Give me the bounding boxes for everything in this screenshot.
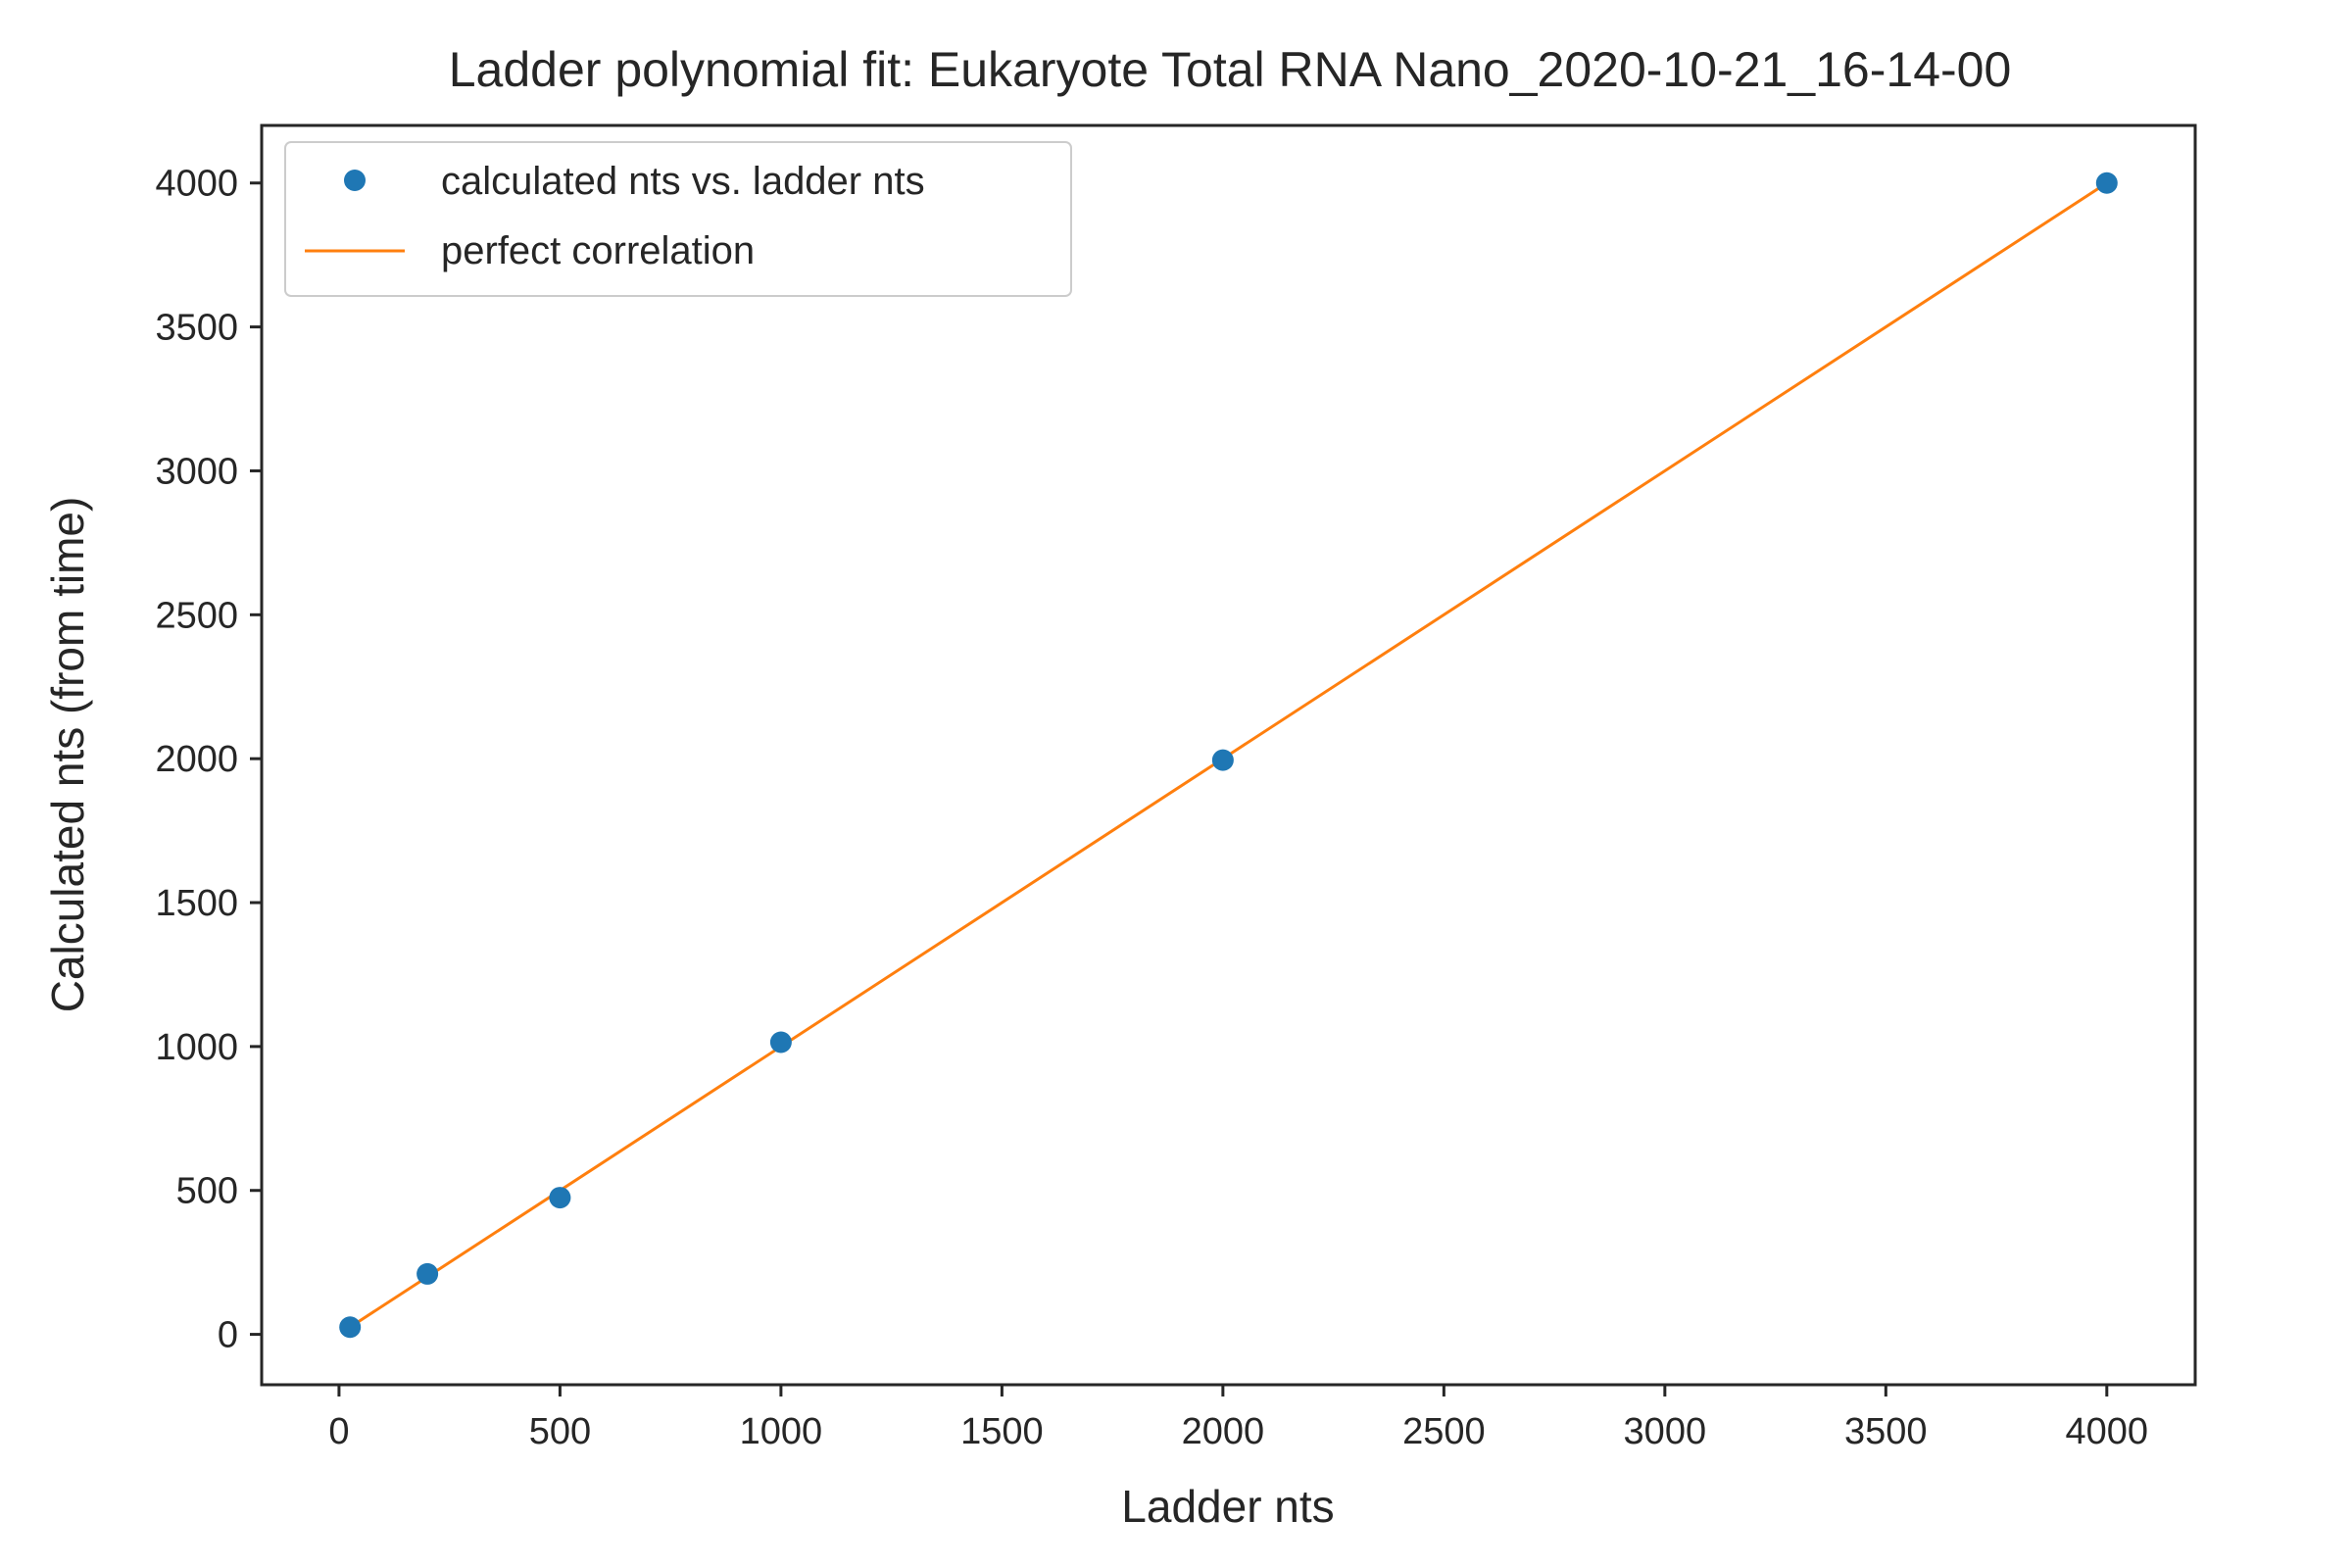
series-layer — [339, 172, 2118, 1339]
plot-area — [260, 123, 2197, 1387]
y-axis-ticks: 0 500 1000 1500 2000 2500 3000 3500 4000 — [155, 164, 262, 1356]
legend: calculated nts vs. ladder nts perfect co… — [284, 141, 1072, 297]
legend-box — [284, 141, 1072, 297]
y-axis-label: Calculated nts (from time) — [42, 497, 93, 1013]
x-tick-label: 4000 — [2066, 1411, 2149, 1452]
y-tick-label: 2000 — [155, 739, 238, 780]
y-tick-label: 0 — [218, 1315, 238, 1356]
data-point — [2095, 172, 2118, 194]
y-tick-label: 3500 — [155, 308, 238, 349]
y-tick-label: 1000 — [155, 1027, 238, 1068]
data-point — [769, 1031, 792, 1054]
y-tick-label: 2500 — [155, 595, 238, 636]
y-tick-label: 3000 — [155, 451, 238, 492]
x-tick-label: 2000 — [1182, 1411, 1265, 1452]
chart-title: Ladder polynomial fit: Eukaryote Total R… — [449, 42, 2012, 97]
x-axis-ticks: 0 500 1000 1500 2000 2500 3000 3500 4000 — [328, 1385, 2148, 1452]
y-tick-label: 1500 — [155, 883, 238, 924]
x-axis-label: Ladder nts — [1121, 1481, 1334, 1532]
legend-label-line: perfect correlation — [441, 229, 755, 272]
x-tick-label: 3500 — [1844, 1411, 1928, 1452]
x-tick-label: 2500 — [1402, 1411, 1486, 1452]
legend-marker-points — [344, 170, 366, 191]
x-tick-label: 1000 — [740, 1411, 823, 1452]
data-point — [1211, 749, 1234, 771]
x-tick-label: 1500 — [960, 1411, 1044, 1452]
data-point — [339, 1316, 362, 1339]
y-tick-label: 500 — [176, 1171, 238, 1212]
legend-label-points: calculated nts vs. ladder nts — [441, 160, 925, 203]
x-tick-label: 500 — [529, 1411, 591, 1452]
x-tick-label: 3000 — [1624, 1411, 1707, 1452]
data-point — [416, 1262, 439, 1285]
data-point — [549, 1187, 571, 1209]
x-tick-label: 0 — [328, 1411, 349, 1452]
y-tick-label: 4000 — [155, 164, 238, 205]
plot-frame — [260, 123, 2197, 1387]
